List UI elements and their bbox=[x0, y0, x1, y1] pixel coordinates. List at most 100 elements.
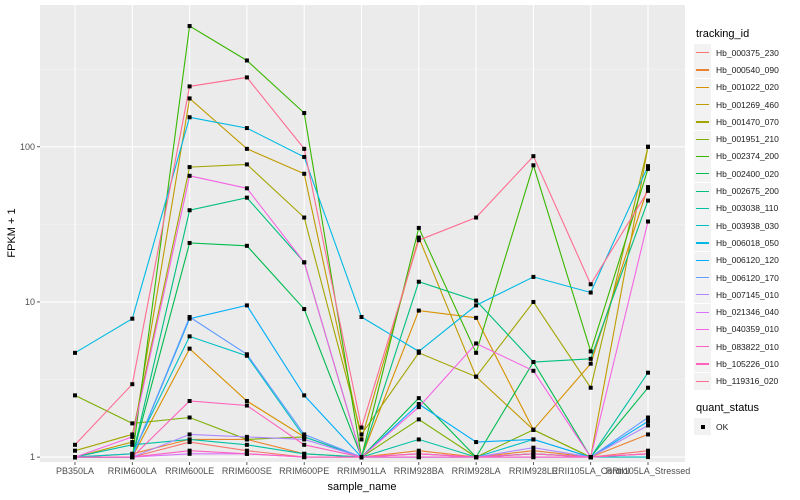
legend-item: Hb_001022_020 bbox=[692, 78, 798, 96]
legend-item: Hb_021346_040 bbox=[692, 303, 798, 321]
legend-item: Hb_105226_010 bbox=[692, 355, 798, 373]
data-point bbox=[244, 195, 249, 200]
legend2-title: quant_status bbox=[696, 402, 759, 414]
legend-item: Hb_002675_200 bbox=[692, 182, 798, 200]
data-point bbox=[531, 427, 536, 432]
data-point bbox=[646, 448, 650, 453]
data-point bbox=[130, 442, 135, 447]
legend-tracking-id: tracking_id Hb_000375_230 Hb_000540_090 Hb… bbox=[692, 28, 798, 390]
data-point bbox=[187, 314, 192, 319]
data-point bbox=[646, 415, 650, 420]
data-point bbox=[244, 434, 249, 439]
plot-panel bbox=[40, 5, 685, 462]
legend-item: Hb_040359_010 bbox=[692, 320, 798, 338]
data-point bbox=[73, 393, 77, 398]
data-point bbox=[531, 154, 536, 159]
data-point bbox=[302, 215, 307, 220]
data-point bbox=[244, 303, 249, 308]
data-point bbox=[646, 423, 650, 428]
legend-item: Hb_001470_070 bbox=[692, 113, 798, 131]
data-point bbox=[244, 398, 249, 403]
legend-label: Hb_001022_020 bbox=[716, 82, 779, 93]
data-point bbox=[416, 455, 421, 460]
data-point bbox=[187, 115, 192, 120]
data-point bbox=[359, 437, 364, 442]
data-point bbox=[416, 349, 421, 354]
data-point bbox=[244, 437, 249, 442]
data-point bbox=[187, 437, 192, 442]
legend-title: tracking_id bbox=[696, 28, 750, 40]
legend-item: Hb_000375_230 bbox=[692, 44, 798, 62]
data-point bbox=[244, 75, 249, 80]
data-point bbox=[302, 432, 307, 437]
data-point bbox=[302, 437, 307, 442]
line-key-icon bbox=[694, 286, 711, 304]
line-key-icon bbox=[694, 251, 711, 269]
x-tick-label: RRIM928LE bbox=[509, 466, 558, 476]
line-key-icon bbox=[694, 147, 711, 165]
data-point bbox=[646, 385, 650, 390]
legend-item: Hb_000540_090 bbox=[692, 61, 798, 79]
data-point bbox=[474, 440, 479, 445]
line-key-icon bbox=[694, 338, 711, 356]
data-point bbox=[130, 451, 135, 456]
data-point bbox=[302, 393, 307, 398]
data-point bbox=[187, 173, 192, 178]
legend-item: Hb_083822_010 bbox=[692, 338, 798, 356]
data-point bbox=[130, 434, 135, 439]
data-point bbox=[531, 437, 536, 442]
data-point bbox=[187, 240, 192, 245]
legend2-item: OK bbox=[692, 418, 798, 436]
data-point bbox=[187, 440, 192, 445]
data-point bbox=[130, 382, 135, 387]
data-point bbox=[531, 368, 536, 373]
legend-label: Hb_000540_090 bbox=[716, 64, 779, 75]
legend-item: Hb_003938_030 bbox=[692, 217, 798, 235]
legend-label: Hb_003038_110 bbox=[716, 203, 779, 214]
data-point bbox=[646, 144, 650, 149]
data-point bbox=[531, 455, 536, 460]
legend-label: Hb_006018_050 bbox=[716, 237, 779, 248]
data-point bbox=[359, 432, 364, 437]
legend2-label: OK bbox=[716, 421, 729, 432]
data-point bbox=[302, 154, 307, 159]
data-point bbox=[359, 425, 364, 430]
data-point bbox=[588, 455, 593, 460]
data-point bbox=[302, 434, 307, 439]
legend-item: Hb_002400_020 bbox=[692, 165, 798, 183]
legend-label: Hb_002675_200 bbox=[716, 186, 779, 197]
legend-item: Hb_006120_170 bbox=[692, 269, 798, 286]
data-point bbox=[302, 171, 307, 176]
data-point bbox=[187, 24, 192, 29]
data-point bbox=[187, 334, 192, 339]
x-axis-title: sample_name bbox=[327, 481, 396, 493]
line-key-icon bbox=[694, 44, 711, 62]
y-axis: 1 10 100 bbox=[20, 142, 40, 462]
data-point bbox=[416, 279, 421, 284]
data-point bbox=[531, 163, 536, 168]
line-key-icon bbox=[694, 269, 711, 286]
data-point bbox=[187, 448, 192, 453]
data-point bbox=[646, 455, 650, 460]
data-point bbox=[359, 314, 364, 319]
data-point bbox=[302, 146, 307, 151]
legend-item: Hb_119316_020 bbox=[692, 372, 798, 390]
line-key-icon bbox=[694, 130, 711, 148]
data-point bbox=[646, 198, 650, 203]
data-point bbox=[302, 307, 307, 312]
legend-label: Hb_002400_020 bbox=[716, 168, 779, 179]
line-key-icon bbox=[694, 234, 711, 252]
line-key-icon bbox=[694, 320, 711, 338]
data-point bbox=[588, 385, 593, 390]
data-point bbox=[474, 374, 479, 379]
data-point bbox=[474, 215, 479, 220]
data-point bbox=[416, 238, 421, 243]
data-point bbox=[646, 419, 650, 424]
data-point bbox=[302, 451, 307, 456]
data-point bbox=[244, 352, 249, 357]
x-tick-label: RRIM600SE bbox=[222, 466, 272, 476]
data-point bbox=[187, 451, 192, 456]
legend-label: Hb_001951_210 bbox=[716, 134, 779, 145]
data-point bbox=[531, 299, 536, 304]
